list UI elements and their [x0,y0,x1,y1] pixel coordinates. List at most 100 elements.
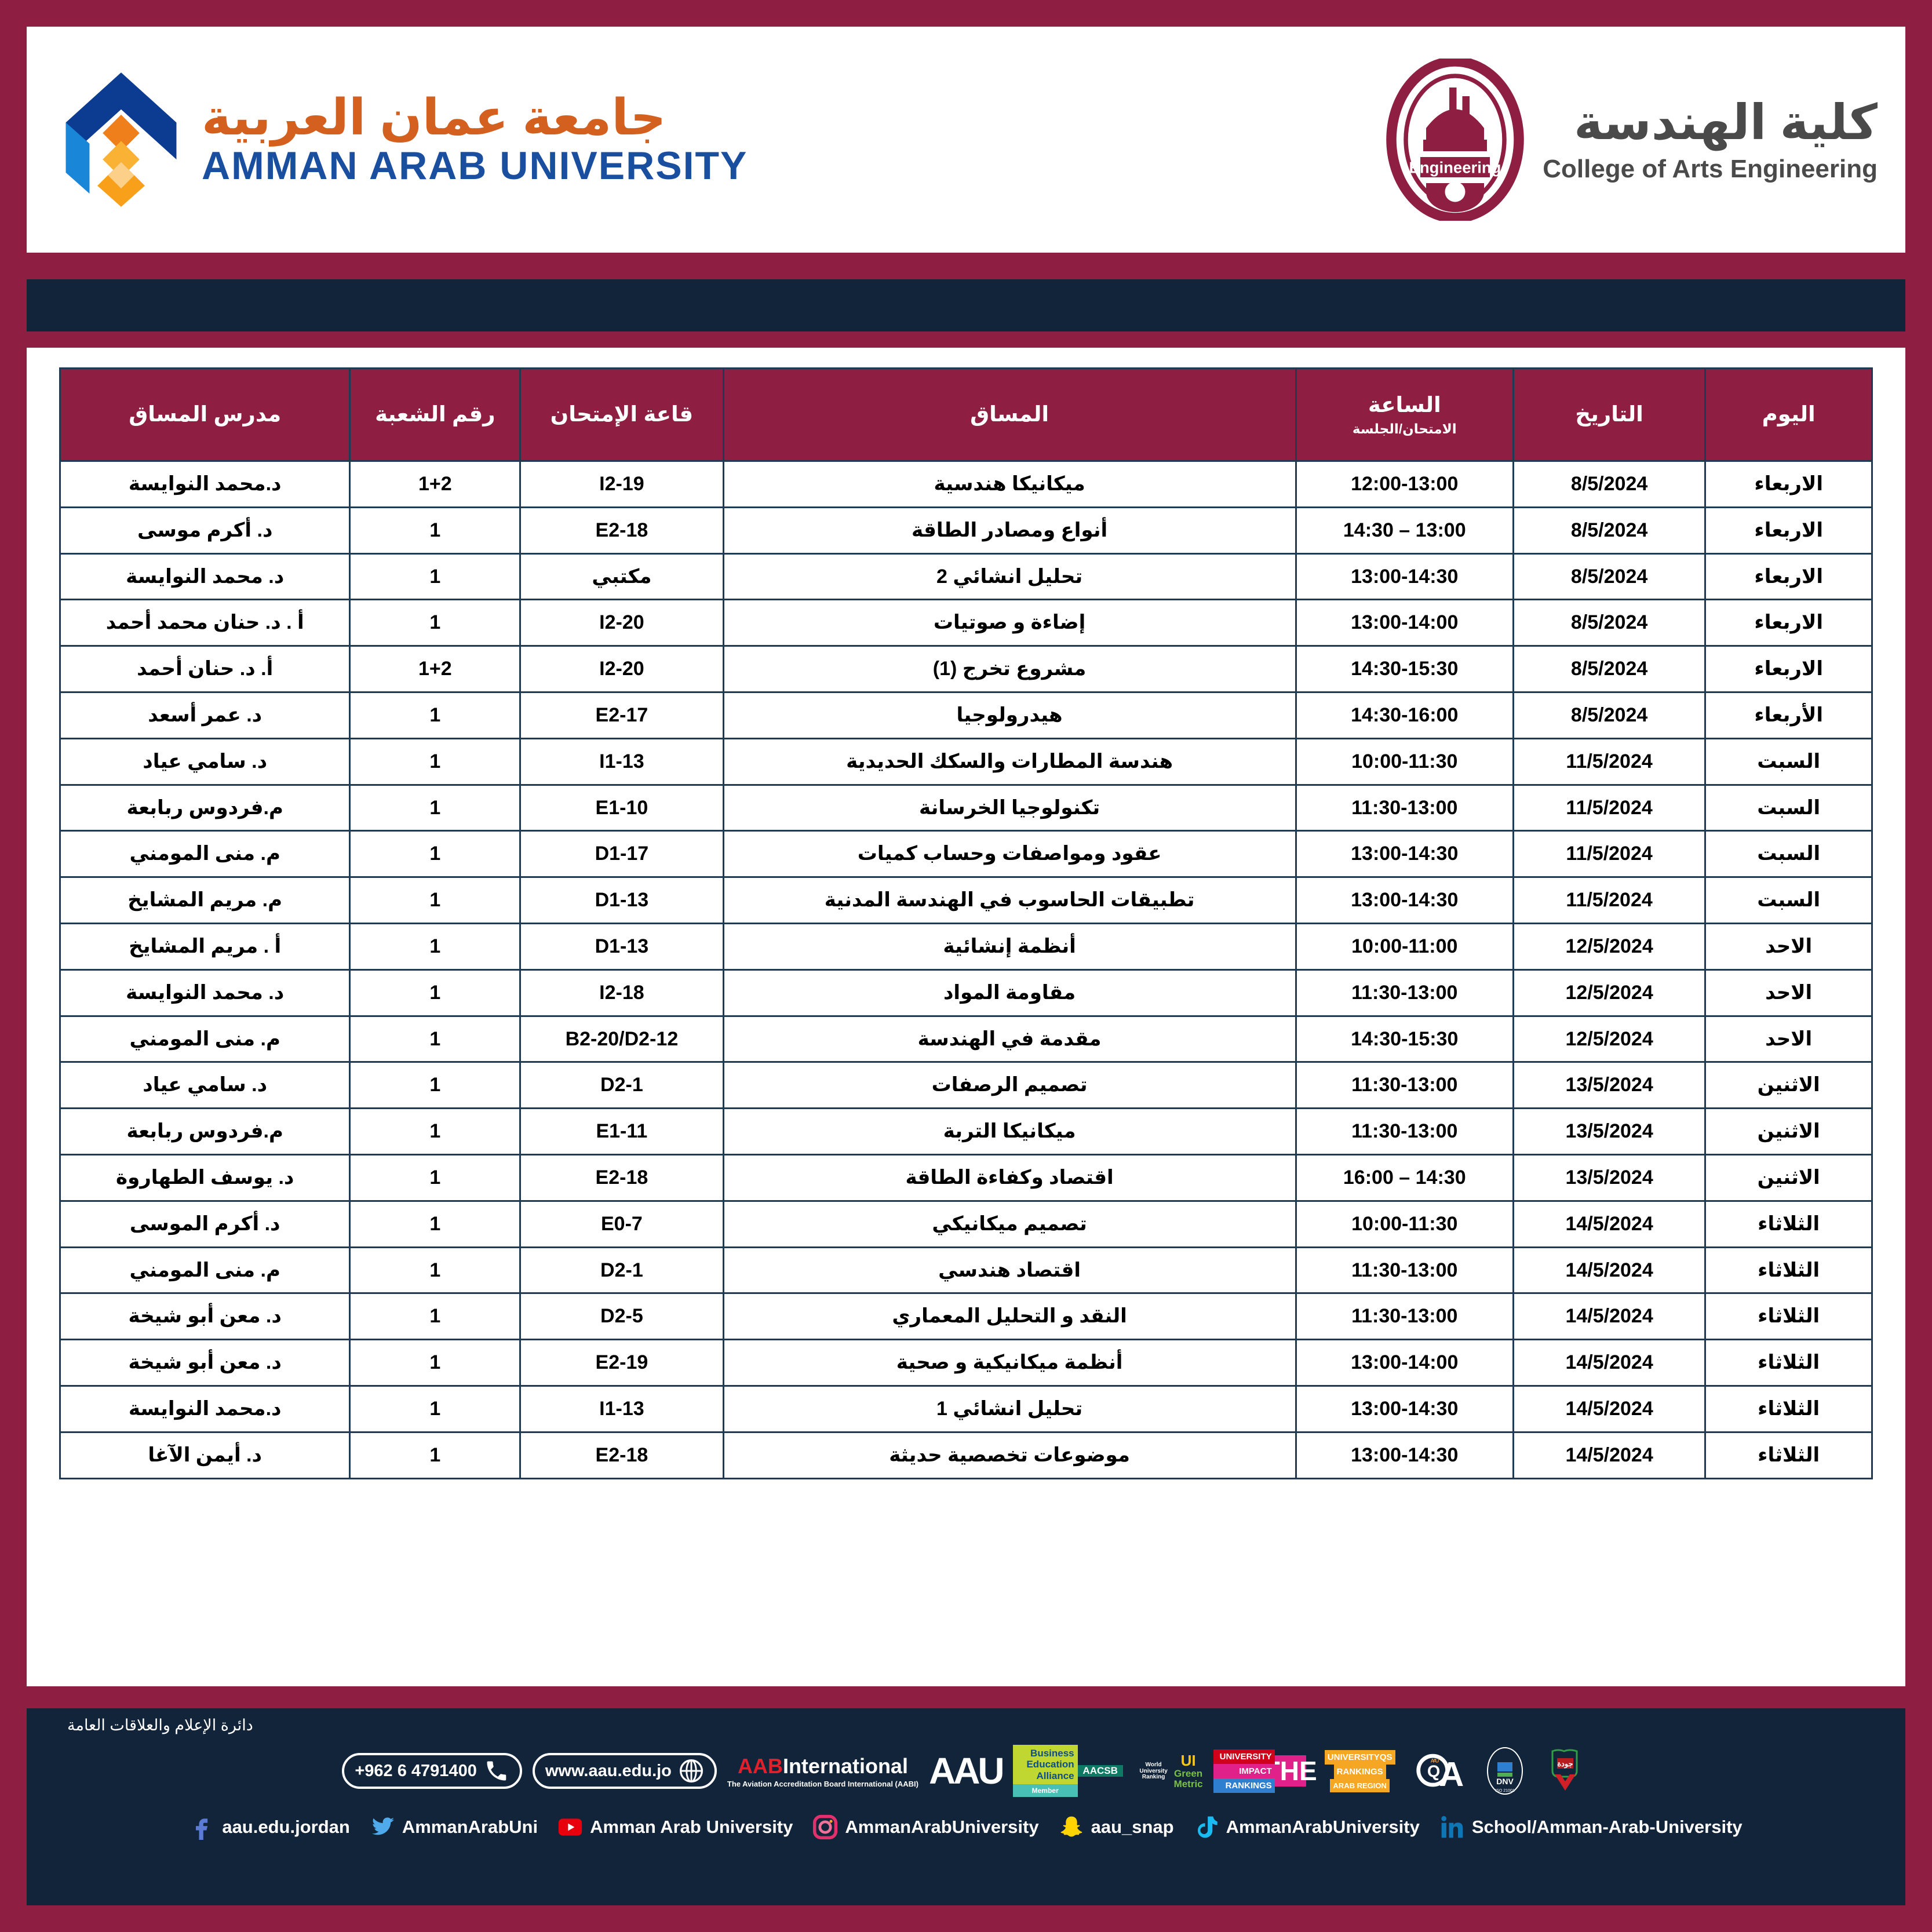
cell-section: 1 [349,830,522,878]
cell-section: 1 [349,1339,522,1387]
cell-teacher: م. مريم المشايخ [59,876,351,924]
the-impact-rankings-badge-icon: THE UNIVERSITY IMPACT RANKINGS [1213,1744,1317,1798]
cell-date: 14/5/2024 [1512,1431,1707,1479]
cell-date: 13/5/2024 [1512,1107,1707,1155]
cell-course: تحليل انشائي 2 [722,552,1297,601]
exam-schedule-table: اليوم التاريخ الساعة الامتحان/الجلسة الم… [59,367,1873,1479]
cell-time: 14:30-15:30 [1295,645,1514,693]
cell-time: 13:00-14:30 [1295,876,1514,924]
aau-logo-icon [65,72,177,207]
table-row: الثلاثاء 14/5/2024 13:00-14:30 تحليل انشائي… [59,1384,1873,1433]
cell-teacher: د. أكرم الموسى [59,1200,351,1248]
cell-day: الاحد [1704,1015,1873,1063]
jordan-quality-badge-icon: جودة [1540,1743,1590,1799]
cell-teacher: م.فردوس ربابعة [59,783,351,832]
cell-day: السبت [1704,876,1873,924]
cell-day: السبت [1704,830,1873,878]
table-row: الاربعاء 8/5/2024 13:00-14:30 تحليل انشائي … [59,552,1873,601]
college-engineering-logo-icon: Engineering [1386,59,1524,221]
cell-day: الثلاثاء [1704,1431,1873,1479]
aau-footer-badge-icon: AAU [928,1750,1005,1792]
table-row: الاربعاء 8/5/2024 14:30-15:30 مشروع تخرج (1… [59,645,1873,693]
cell-time: 11:30-13:00 [1295,968,1514,1017]
social-link-snapchat[interactable]: aau_snap [1059,1814,1174,1840]
social-link-facebook[interactable]: aau.edu.jordan [189,1814,350,1840]
cell-course: تحليل انشائي 1 [722,1384,1297,1433]
cell-hall: B2-20/D2-12 [519,1015,724,1063]
cell-section: 1 [349,552,522,601]
table-header-row: اليوم التاريخ الساعة الامتحان/الجلسة الم… [59,367,1873,462]
table-row: الاربعاء 8/5/2024 13:00-14:00 إضاءة و صوتيا… [59,599,1873,647]
cell-time: 13:00-14:30 [1295,552,1514,601]
social-link-youtube[interactable]: Amman Arab University [557,1814,793,1840]
cell-section: 1 [349,922,522,971]
cell-section: 1 [349,1292,522,1341]
social-link-tiktok[interactable]: AmmanArabUniversity [1194,1814,1420,1840]
cell-section: 1 [349,1153,522,1202]
social-handle: School/Amman-Arab-University [1471,1817,1743,1837]
cell-date: 12/5/2024 [1512,1015,1707,1063]
cell-date: 11/5/2024 [1512,737,1707,786]
cell-section: 1 [349,599,522,647]
cell-hall: E2-17 [519,691,724,739]
cell-day: الأربعاء [1704,691,1873,739]
column-header-day: اليوم [1704,367,1873,462]
cell-section: 1 [349,691,522,739]
cell-course: اقتصاد هندسي [722,1246,1297,1295]
social-link-instagram[interactable]: AmmanArabUniversity [812,1814,1039,1840]
cell-teacher: م. منى المومني [59,1015,351,1063]
cell-teacher: أ . مريم المشايخ [59,922,351,971]
cell-hall: D2-1 [519,1061,724,1110]
cell-date: 8/5/2024 [1512,506,1707,555]
social-link-linkedin[interactable]: School/Amman-Arab-University [1439,1814,1743,1840]
qa-badge-icon: Q A AAU [1414,1743,1470,1799]
cell-course: هيدرولوجيا [722,691,1297,739]
accreditation-badges-row: جودة DNV ISO 21001 Q A AAU [50,1739,1882,1803]
svg-text:جودة: جودة [1557,1759,1573,1769]
table-row: الاثنين 13/5/2024 16:00 – 14:30 اقتصاد وكفا… [59,1153,1873,1202]
cell-date: 13/5/2024 [1512,1153,1707,1202]
cell-course: أنظمة ميكانيكية و صحية [722,1339,1297,1387]
cell-section: 1 [349,876,522,924]
cell-teacher: د. أكرم موسى [59,506,351,555]
cell-teacher: د.محمد النوايسة [59,1384,351,1433]
cell-date: 11/5/2024 [1512,830,1707,878]
cell-section: 1 [349,737,522,786]
cell-day: الثلاثاء [1704,1246,1873,1295]
cell-time: 13:00-14:30 [1295,1384,1514,1433]
cell-hall: I2-20 [519,645,724,693]
svg-text:DNV: DNV [1496,1777,1514,1786]
cell-day: الثلاثاء [1704,1292,1873,1341]
cell-time: 13:00-14:00 [1295,1339,1514,1387]
cell-day: الاربعاء [1704,599,1873,647]
cell-section: 1 [349,1200,522,1248]
svg-text:Engineering: Engineering [1409,159,1501,177]
cell-course: تصميم الرصفات [722,1061,1297,1110]
cell-hall: مكتبي [519,552,724,601]
website-pill[interactable]: www.aau.edu.jo [532,1753,717,1789]
cell-course: أنواع ومصادر الطاقة [722,506,1297,555]
cell-section: 1 [349,1015,522,1063]
social-link-twitter[interactable]: AmmanArabUni [370,1814,538,1840]
cell-day: الاحد [1704,922,1873,971]
tiktok-icon [1197,1816,1217,1838]
cell-date: 12/5/2024 [1512,968,1707,1017]
twitter-icon [371,1817,394,1835]
cell-hall: I2-20 [519,599,724,647]
facebook-icon [196,1818,208,1840]
column-header-hall: قاعة الإمتحان [519,367,724,462]
table-row: الأربعاء 8/5/2024 14:30-16:00 هيدرولوجيا E2-… [59,691,1873,739]
social-handle: AmmanArabUniversity [1226,1817,1420,1837]
column-header-date: التاريخ [1512,367,1707,462]
cell-time: 10:00-11:30 [1295,737,1514,786]
cell-day: الاربعاء [1704,506,1873,555]
footer-department-label: دائرة الإعلام والعلاقات العامة [67,1716,253,1734]
table-row: الاحد 12/5/2024 10:00-11:00 أنظمة إنشائية D1… [59,922,1873,971]
phone-pill[interactable]: +962 6 4791400 [342,1753,522,1789]
cell-date: 8/5/2024 [1512,460,1707,508]
cell-hall: D2-5 [519,1292,724,1341]
column-header-time-sub: الامتحان/الجلسة [1352,421,1457,437]
table-row: الاربعاء 8/5/2024 14:30 – 13:00 أنواع ومصاد… [59,506,1873,555]
cell-hall: I2-19 [519,460,724,508]
